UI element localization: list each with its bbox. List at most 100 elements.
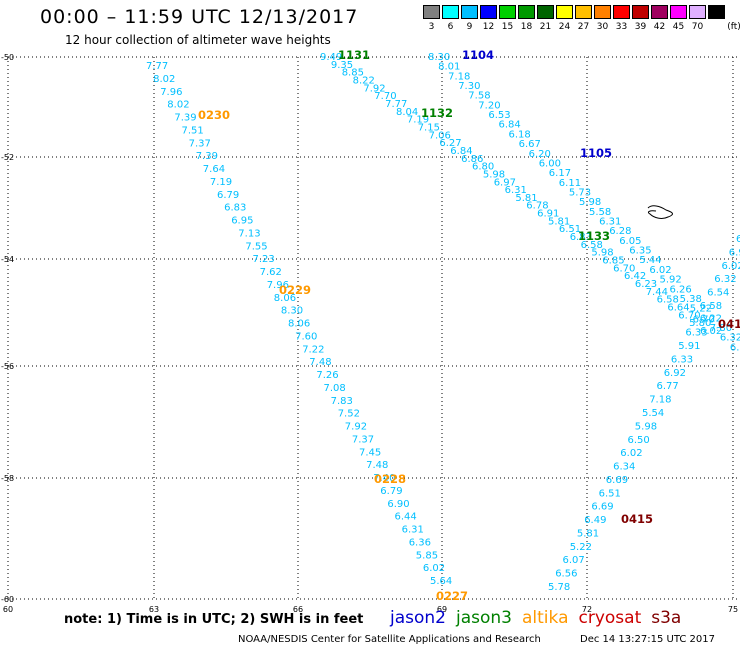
colorbar-label: 21 bbox=[539, 22, 552, 32]
colorbar-label: 12 bbox=[482, 22, 495, 32]
wave-height-label: 6.32 bbox=[720, 333, 740, 344]
wave-height-label: 7.83 bbox=[331, 396, 353, 407]
colorbar-swatch bbox=[537, 5, 554, 19]
colorbar-label: 45 bbox=[672, 22, 685, 32]
wave-height-label: 7.77 bbox=[146, 61, 168, 72]
wave-height-label: 6.99 bbox=[729, 247, 740, 258]
wave-height-label: 6.36 bbox=[409, 537, 431, 548]
wave-height-label: 6.67 bbox=[519, 139, 541, 150]
wave-height-label: 5.38 bbox=[680, 294, 702, 305]
wave-height-label: 7.48 bbox=[366, 460, 388, 471]
wave-height-label: 6.02 bbox=[722, 261, 740, 272]
wave-height-label: 6.83 bbox=[570, 232, 592, 243]
wave-height-label: 6.42 bbox=[624, 271, 646, 282]
colorbar-label: 15 bbox=[501, 22, 514, 32]
colorbar-swatch bbox=[594, 5, 611, 19]
wave-height-label: 7.18 bbox=[448, 71, 470, 82]
wave-height-label: 6.07 bbox=[563, 555, 585, 566]
wave-height-label: 5.22 bbox=[690, 304, 712, 315]
wave-height-label: 6.31 bbox=[505, 185, 527, 196]
wave-height-label: 6.70 bbox=[678, 310, 700, 321]
wave-height-label: 6.33 bbox=[685, 328, 707, 339]
wave-height-label: 7.19 bbox=[407, 115, 429, 126]
colorbar-swatch bbox=[613, 5, 630, 19]
wave-height-label: 6.58 bbox=[581, 240, 603, 251]
wave-height-tracks: 7.778.027.968.027.397.517.377.397.647.19… bbox=[146, 52, 740, 593]
colorbar-label: 70 bbox=[691, 22, 704, 32]
colorbar-swatch bbox=[518, 5, 535, 19]
wave-height-label: 6.17 bbox=[549, 168, 571, 179]
wave-height-label: 6.79 bbox=[217, 190, 239, 201]
wave-height-label: 7.58 bbox=[468, 91, 490, 102]
pass-time-label: 0228 bbox=[374, 472, 406, 486]
wave-height-label: 7.44 bbox=[646, 287, 668, 298]
wave-height-label: 6.70 bbox=[613, 263, 635, 274]
lat-tick-label: -56 bbox=[1, 362, 14, 371]
wave-height-label: 7.96 bbox=[160, 87, 182, 98]
wave-height-label: 8.01 bbox=[438, 62, 460, 73]
colorbar-unit-label: (ft) bbox=[727, 22, 740, 32]
wave-height-label: 5.78 bbox=[548, 582, 570, 593]
pass-time-label: 0230 bbox=[198, 108, 230, 122]
wave-height-label: 7.52 bbox=[338, 409, 360, 420]
lon-tick-label: 75 bbox=[728, 605, 738, 614]
wave-height-label: 6.86 bbox=[461, 154, 483, 165]
wave-height-label: 7.92 bbox=[345, 422, 367, 433]
wave-height-label: 7.30 bbox=[458, 81, 480, 92]
wave-height-label: 6.02 bbox=[700, 326, 722, 337]
wave-height-label: 8.02 bbox=[167, 100, 189, 111]
legend-entry-altika: altika bbox=[522, 608, 569, 628]
pass-time-label: 0415 bbox=[621, 512, 653, 526]
wave-height-label: 6.00 bbox=[539, 159, 561, 170]
wave-height-label: 8.04 bbox=[396, 107, 418, 118]
wave-height-label: 5.98 bbox=[483, 169, 505, 180]
colorbar-label: 3 bbox=[428, 22, 435, 32]
wave-height-label: 6.54 bbox=[707, 288, 729, 299]
wave-height-label: 7.51 bbox=[182, 125, 204, 136]
generated-timestamp: Dec 14 13:27:15 UTC 2017 bbox=[580, 634, 715, 645]
colorbar-swatch bbox=[689, 5, 706, 19]
wave-height-label: 6.79 bbox=[380, 486, 402, 497]
wave-height-label: 6.77 bbox=[657, 381, 679, 392]
wave-height-label: 6.64 bbox=[667, 303, 689, 314]
colorbar-swatch bbox=[461, 5, 478, 19]
wave-height-label: 6.85 bbox=[602, 256, 624, 267]
wave-height-label: 7.70 bbox=[374, 91, 396, 102]
pass-labels: 0230022902280227113111321133110411050415… bbox=[198, 48, 740, 603]
colorbar-swatch bbox=[423, 5, 440, 19]
axis-tick-labels: 60 63 66 69 72 75 -50 -52 -54 -56 -58 -60 bbox=[1, 53, 738, 614]
wave-height-label: 6.51 bbox=[599, 488, 621, 499]
colorbar-swatch bbox=[651, 5, 668, 19]
pass-time-label: 041 bbox=[718, 317, 740, 331]
wave-height-label: 7.55 bbox=[245, 241, 267, 252]
wave-height-label: 6.50 bbox=[628, 435, 650, 446]
colorbar-label: 42 bbox=[653, 22, 666, 32]
wave-height-label: 6.84 bbox=[450, 146, 472, 157]
wave-height-label: 7.13 bbox=[238, 228, 260, 239]
wave-height-label: 9.49 bbox=[320, 52, 342, 63]
wave-height-label: 7.15 bbox=[418, 123, 440, 134]
wave-height-label: 5.91 bbox=[678, 341, 700, 352]
wave-height-label: 6.31 bbox=[402, 525, 424, 536]
colorbar-swatch bbox=[632, 5, 649, 19]
lon-tick-label: 66 bbox=[293, 605, 303, 614]
wave-height-label: 8.30 bbox=[281, 306, 303, 317]
wave-height-label: 6.92 bbox=[664, 368, 686, 379]
wave-height-label: 8.06 bbox=[288, 319, 310, 330]
island-outline bbox=[647, 205, 673, 219]
wave-height-label: 6.32 bbox=[714, 274, 736, 285]
wave-height-label: 6.02 bbox=[620, 448, 642, 459]
wave-height-label: 6.27 bbox=[439, 138, 461, 149]
legend-entry-s3a: s3a bbox=[651, 608, 682, 628]
wave-height-label: 8.22 bbox=[353, 76, 375, 87]
wave-height-label: 7.77 bbox=[385, 99, 407, 110]
colorbar-label: 33 bbox=[615, 22, 628, 32]
colorbar-swatch bbox=[708, 5, 725, 19]
pass-time-label: 1131 bbox=[338, 48, 370, 62]
wave-height-label: 6.02 bbox=[423, 563, 445, 574]
wave-height-label: 6.95 bbox=[231, 216, 253, 227]
wave-height-label: 7.37 bbox=[189, 138, 211, 149]
wave-height-label: 6.51 bbox=[559, 224, 581, 235]
wave-height-label: 7.80 bbox=[710, 323, 732, 334]
wave-height-label: 7.08 bbox=[324, 383, 346, 394]
